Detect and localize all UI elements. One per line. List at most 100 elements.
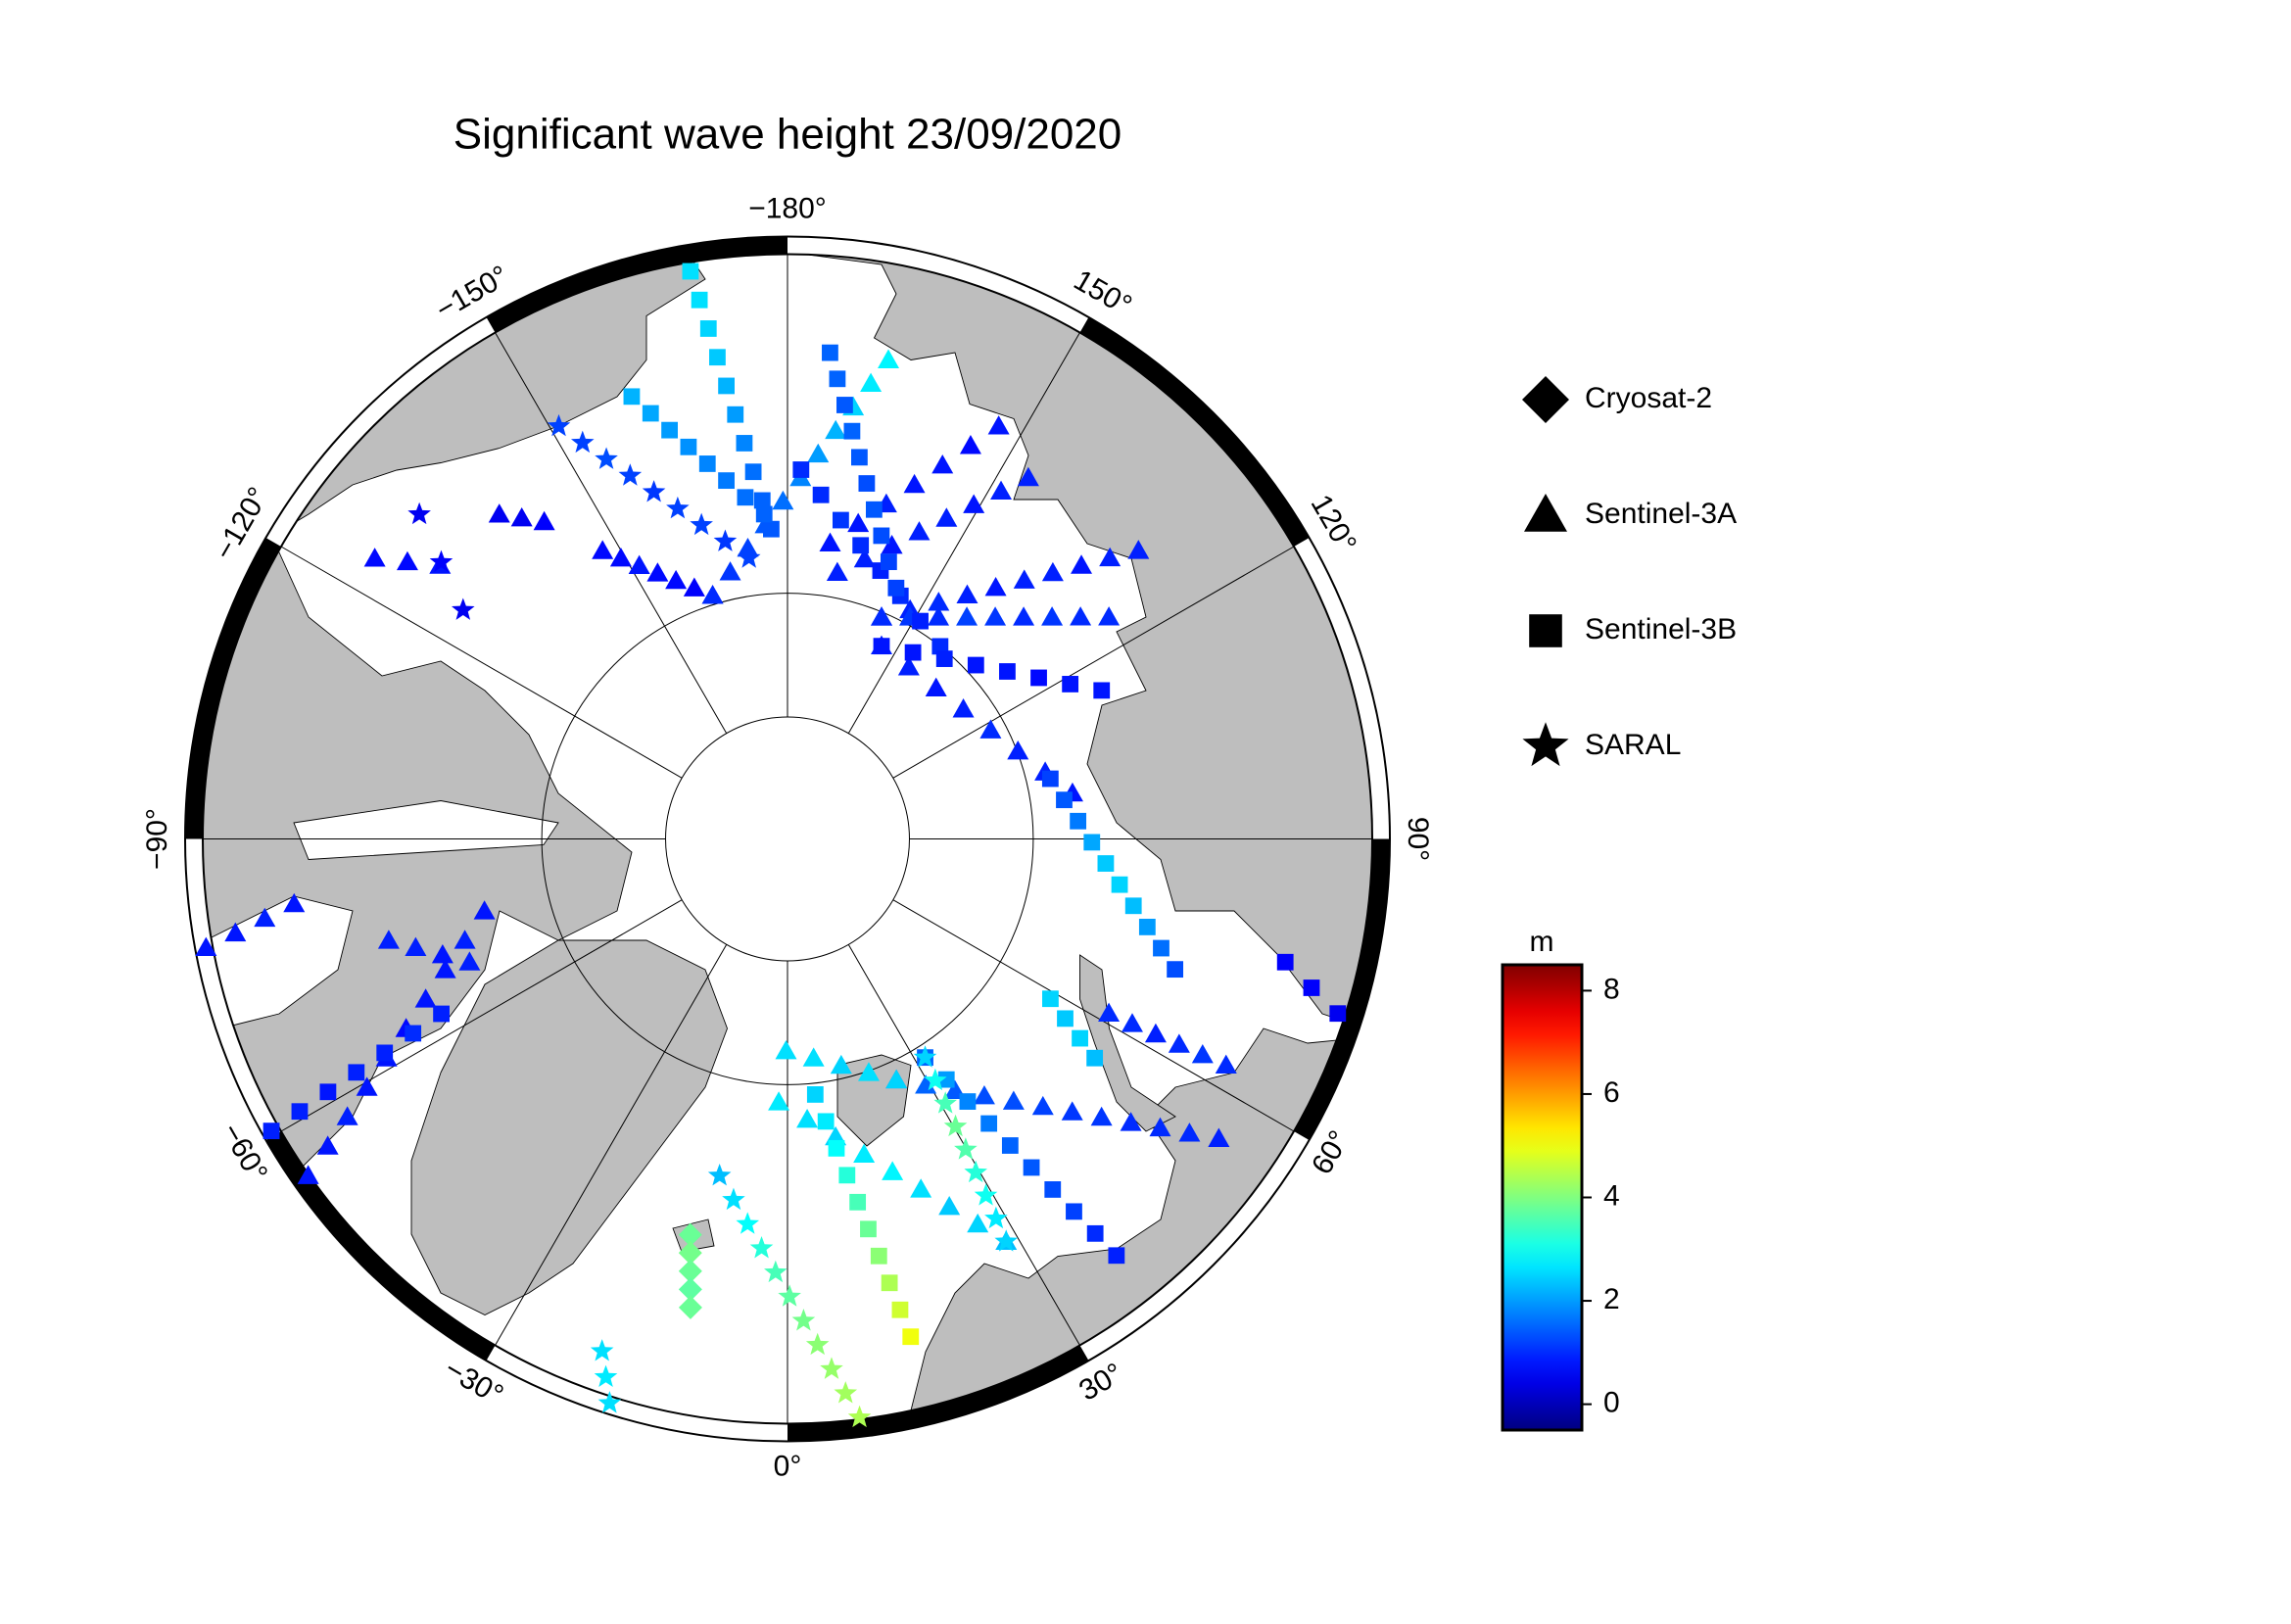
marker-square bbox=[959, 1093, 977, 1110]
marker-triangle bbox=[488, 503, 510, 523]
marker-triangle bbox=[1041, 606, 1064, 626]
marker-star bbox=[451, 597, 475, 620]
marker-triangle bbox=[860, 372, 883, 393]
colorbar-tick-label: 8 bbox=[1603, 973, 1620, 1005]
marker-diamond bbox=[678, 1259, 702, 1283]
marker-square bbox=[763, 520, 780, 538]
marker-triangle bbox=[1041, 561, 1064, 582]
marker-triangle bbox=[665, 569, 688, 590]
marker-square bbox=[891, 1301, 909, 1318]
marker-square bbox=[1041, 770, 1059, 788]
marker-square bbox=[263, 1122, 280, 1140]
marker-square bbox=[931, 638, 949, 655]
marker-triangle bbox=[414, 988, 437, 1008]
marker-square bbox=[880, 553, 897, 571]
marker-square bbox=[980, 1115, 998, 1132]
marker-square bbox=[1108, 1247, 1125, 1265]
marker-diamond bbox=[678, 1241, 702, 1266]
marker-triangle bbox=[356, 1076, 378, 1096]
marker-triangle bbox=[871, 606, 893, 626]
marker-triangle bbox=[701, 585, 724, 604]
marker-square bbox=[642, 405, 659, 422]
meridian-label: −90° bbox=[141, 808, 173, 870]
colorbar-tick-label: 6 bbox=[1603, 1076, 1620, 1109]
marker-square bbox=[849, 1193, 867, 1211]
frame bbox=[184, 235, 1391, 1443]
marker-triangle bbox=[533, 510, 555, 531]
marker-square bbox=[881, 1274, 898, 1292]
marker-square bbox=[1001, 1137, 1019, 1154]
marker-triangle bbox=[1524, 494, 1567, 532]
marker-square bbox=[1124, 897, 1142, 915]
marker-star bbox=[722, 1187, 745, 1211]
marker-triangle bbox=[1098, 1002, 1121, 1023]
marker-triangle bbox=[775, 1039, 797, 1060]
marker-square bbox=[1167, 961, 1184, 979]
marker-square bbox=[1083, 834, 1101, 851]
marker-star bbox=[749, 1236, 774, 1259]
marker-square bbox=[873, 527, 890, 545]
frame-segment bbox=[185, 538, 281, 839]
marker-square bbox=[870, 1247, 887, 1265]
marker-square bbox=[1138, 918, 1156, 935]
marker-triangle bbox=[1071, 554, 1093, 574]
marker-triangle bbox=[826, 561, 848, 582]
marker-triangle bbox=[737, 538, 759, 557]
marker-triangle bbox=[1013, 606, 1035, 626]
marker-square bbox=[1030, 669, 1047, 687]
greenland bbox=[410, 939, 728, 1316]
legend: Cryosat-2 Sentinel-3A Sentinel-3B SARAL bbox=[1522, 376, 1737, 767]
marker-triangle bbox=[853, 548, 876, 568]
marker-triangle bbox=[853, 1143, 876, 1164]
marker-star bbox=[597, 1391, 622, 1413]
marker-square bbox=[912, 612, 929, 630]
tracks bbox=[195, 263, 1347, 1428]
marker-triangle bbox=[956, 584, 978, 603]
marker-triangle bbox=[881, 534, 903, 554]
marker-square bbox=[1153, 939, 1169, 957]
meridian-label: 0° bbox=[774, 1450, 802, 1482]
marker-triangle bbox=[897, 656, 920, 676]
marker-triangle bbox=[195, 936, 217, 957]
marker-star bbox=[570, 430, 595, 454]
marker-triangle bbox=[1061, 1101, 1083, 1121]
marker-triangle bbox=[915, 1075, 937, 1094]
marker-square bbox=[1329, 1005, 1347, 1023]
marker-triangle bbox=[1215, 1054, 1237, 1075]
marker-square bbox=[737, 489, 754, 506]
marker-square bbox=[1042, 990, 1059, 1008]
marker-square bbox=[865, 501, 883, 518]
meridian-label: 120° bbox=[1305, 490, 1363, 558]
marker-triangle bbox=[903, 473, 926, 494]
marker-square bbox=[661, 421, 678, 439]
marker-triangle bbox=[885, 1069, 908, 1089]
marker-square bbox=[937, 1071, 955, 1088]
marker-triangle bbox=[646, 562, 669, 582]
marker-square bbox=[755, 505, 773, 523]
marker-square bbox=[727, 406, 744, 423]
marker-triangle bbox=[1127, 540, 1150, 559]
marker-triangle bbox=[973, 1085, 995, 1105]
marker-square bbox=[753, 492, 771, 509]
marker-triangle bbox=[1002, 1090, 1025, 1110]
marker-square bbox=[838, 1167, 856, 1184]
colorbar: m 0 2 4 6 8 bbox=[1501, 926, 1620, 1432]
marker-diamond bbox=[678, 1222, 702, 1247]
marker-star bbox=[736, 1212, 760, 1234]
marker-square bbox=[822, 344, 838, 361]
marker-triangle bbox=[963, 494, 985, 513]
marker-square bbox=[744, 463, 762, 481]
marker-triangle bbox=[1098, 606, 1121, 626]
marker-triangle bbox=[956, 606, 978, 626]
marker-triangle bbox=[819, 532, 841, 551]
marker-triangle bbox=[1017, 466, 1039, 487]
marker-triangle bbox=[609, 548, 632, 567]
basemap bbox=[203, 254, 1372, 1424]
marker-square bbox=[691, 291, 708, 309]
marker-triangle bbox=[928, 592, 950, 611]
marker-square bbox=[828, 1139, 845, 1157]
marker-square bbox=[1086, 1224, 1104, 1242]
marker-triangle bbox=[683, 577, 705, 597]
